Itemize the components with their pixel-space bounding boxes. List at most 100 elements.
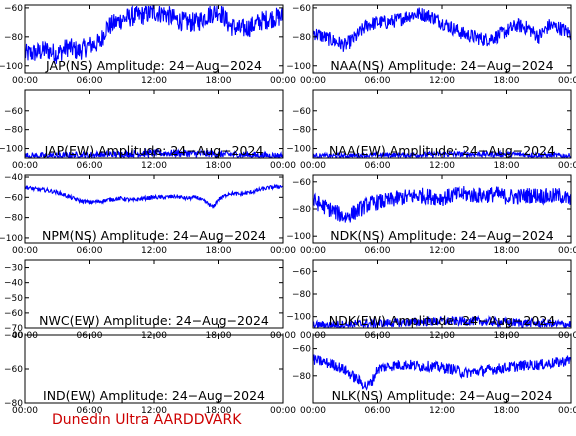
y-tick-label: −80 xyxy=(292,126,311,136)
x-tick-label: 00:00 xyxy=(12,76,38,86)
y-tick-label: −60 xyxy=(4,309,23,319)
y-tick-label: −80 xyxy=(292,33,311,43)
series-line xyxy=(312,185,572,223)
y-tick-label: −40 xyxy=(4,173,23,183)
series-line xyxy=(24,147,284,160)
x-tick-label: 12:00 xyxy=(429,246,455,256)
panel-3: −60 −80 −100 00:00 06:00 12:00 18:00 00:00 JAP(E… xyxy=(0,89,296,171)
x-tick-label: 18:00 xyxy=(494,246,520,256)
x-tick-label: 00:00 xyxy=(300,406,326,416)
x-tick-label: 00:00 xyxy=(12,161,38,171)
x-tick-label: 12:00 xyxy=(141,406,167,416)
y-tick-label: −80 xyxy=(292,205,311,215)
panel-title: NPM(NS) Amplitude: 24−Aug−2024 xyxy=(42,228,266,243)
y-tick-label: −100 xyxy=(286,62,311,72)
x-tick-label: 06:00 xyxy=(77,406,103,416)
x-tick-label: 00:00 xyxy=(12,246,38,256)
panel-5: −40 −60 −80 −100 00:00 06:00 12:00 18:00 00:00 NP… xyxy=(0,173,296,256)
x-tick-label: 18:00 xyxy=(206,161,232,171)
x-tick-label: 00:00 xyxy=(558,76,576,86)
panel-title: NWC(EW) Amplitude: 24−Aug−2024 xyxy=(39,313,269,328)
x-tick-label: 18:00 xyxy=(494,76,520,86)
series-line xyxy=(312,314,572,329)
x-tick-label: 00:00 xyxy=(300,161,326,171)
x-tick-label: 00:00 xyxy=(270,76,296,86)
panel-6: −60 −80 −100 00:00 06:00 12:00 18:00 00:00 NDK(N… xyxy=(286,174,576,256)
y-tick-label: −80 xyxy=(4,399,23,409)
x-tick-label: 06:00 xyxy=(77,161,103,171)
x-tick-label: 00:00 xyxy=(558,161,576,171)
x-tick-label: 18:00 xyxy=(494,406,520,416)
x-tick-label: 00:00 xyxy=(300,246,326,256)
x-tick-label: 12:00 xyxy=(141,161,167,171)
series-line xyxy=(312,354,572,391)
x-tick-label: 00:00 xyxy=(558,406,576,416)
panel-title: JAP(EW) Amplitude: 24−Aug−2024 xyxy=(44,143,264,158)
x-tick-label: 12:00 xyxy=(429,76,455,86)
y-tick-label: −100 xyxy=(0,234,23,244)
x-tick-label: 06:00 xyxy=(365,161,391,171)
y-tick-label: −70 xyxy=(4,324,23,334)
y-tick-label: −60 xyxy=(292,107,311,117)
y-tick-label: −100 xyxy=(286,145,311,155)
panel-title: NDK(NS) Amplitude: 24−Aug−2024 xyxy=(330,228,554,243)
series-line xyxy=(312,149,572,160)
y-tick-label: −80 xyxy=(4,126,23,136)
panel-title: NAA(NS) Amplitude: 24−Aug−2024 xyxy=(330,58,553,73)
y-tick-label: −60 xyxy=(292,4,311,14)
y-tick-label: −60 xyxy=(4,193,23,203)
y-tick-label: −100 xyxy=(0,145,23,155)
panel-title: NLK(NS) Amplitude: 24−Aug−2024 xyxy=(332,388,553,403)
x-tick-label: 00:00 xyxy=(270,246,296,256)
panel-title: IND(EW) Amplitude: 24−Aug−2024 xyxy=(43,388,265,403)
x-tick-label: 18:00 xyxy=(206,76,232,86)
x-tick-label: 06:00 xyxy=(365,406,391,416)
x-tick-label: 00:00 xyxy=(300,76,326,86)
y-tick-label: −60 xyxy=(292,267,311,277)
y-tick-label: −80 xyxy=(4,214,23,224)
x-tick-label: 06:00 xyxy=(365,246,391,256)
panel-8: −60−80−10000:0006:0012:0018:0000:00NDK(E… xyxy=(286,259,576,341)
y-tick-label: −60 xyxy=(292,178,311,188)
x-tick-label: 18:00 xyxy=(494,161,520,171)
y-tick-label: −100 xyxy=(0,62,23,72)
y-tick-label: −30 xyxy=(4,264,23,274)
series-line xyxy=(24,4,284,64)
x-tick-label: 12:00 xyxy=(141,76,167,86)
y-tick-label: −60 xyxy=(292,345,311,355)
y-tick-label: −100 xyxy=(286,313,311,323)
x-tick-label: 18:00 xyxy=(206,246,232,256)
series-line xyxy=(312,7,572,52)
y-tick-label: −60 xyxy=(4,107,23,117)
x-tick-label: 00:00 xyxy=(12,406,38,416)
panel-4: −60 −80 −100 00:00 06:00 12:00 18:00 00:00NAA(E… xyxy=(286,89,576,171)
y-tick-label: −80 xyxy=(4,33,23,43)
y-tick-label: −40 xyxy=(4,279,23,289)
series-line xyxy=(24,183,284,209)
panel-1: −60 −80 −100 00:00 06:00 12:00 18:00 00:00 JAP(N… xyxy=(0,4,296,86)
panel-title: JAP(NS) Amplitude: 24−Aug−2024 xyxy=(45,58,262,73)
panel-10: −60 −80 00:00 06:00 12:00 18:00 00:00 NLK(NS) A… xyxy=(292,334,576,416)
x-tick-label: 12:00 xyxy=(429,406,455,416)
y-tick-label: −50 xyxy=(4,294,23,304)
panel-title: NAA(EW) Amplitude: 24−Aug−2024 xyxy=(329,143,555,158)
x-tick-label: 18:00 xyxy=(206,406,232,416)
y-tick-label: −80 xyxy=(292,290,311,300)
x-tick-label: 00:00 xyxy=(270,161,296,171)
x-tick-label: 06:00 xyxy=(365,76,391,86)
y-tick-label: −80 xyxy=(292,372,311,382)
x-tick-label: 12:00 xyxy=(429,161,455,171)
x-tick-label: 06:00 xyxy=(77,246,103,256)
y-tick-label: −60 xyxy=(4,365,23,375)
x-tick-label: 00:00 xyxy=(558,331,576,341)
x-tick-label: 06:00 xyxy=(77,76,103,86)
y-tick-label: −40 xyxy=(4,331,23,341)
x-tick-label: 12:00 xyxy=(141,246,167,256)
y-tick-label: −60 xyxy=(4,4,23,14)
x-tick-label: 00:00 xyxy=(270,406,296,416)
y-tick-label: −100 xyxy=(286,232,311,242)
